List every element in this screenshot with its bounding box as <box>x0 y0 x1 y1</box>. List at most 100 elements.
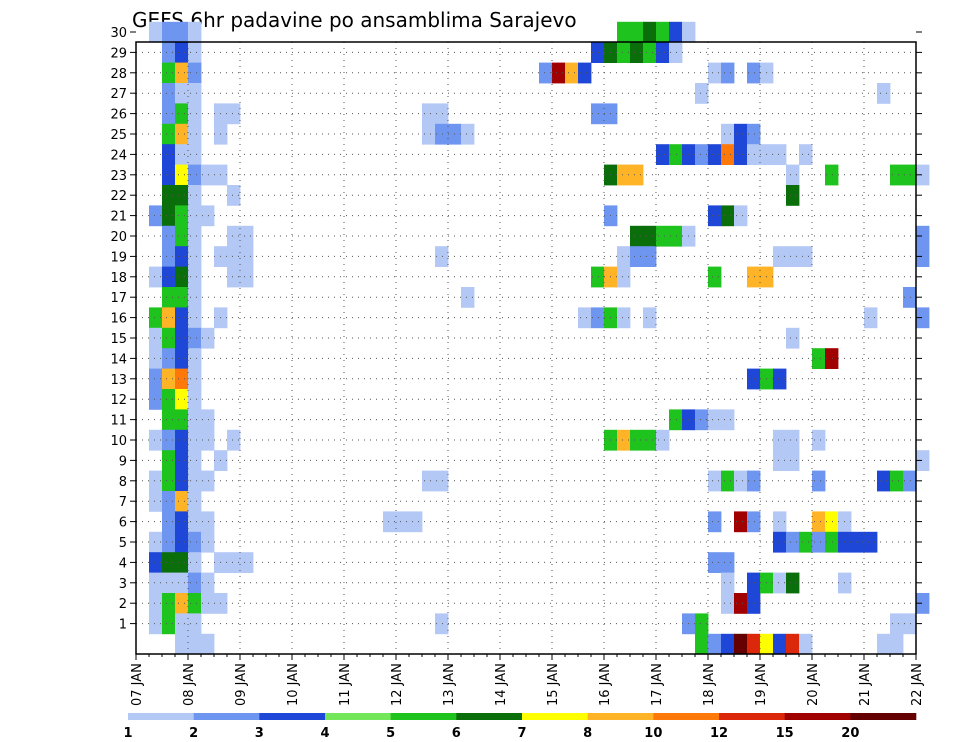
heatmap-cell <box>565 62 579 84</box>
heatmap-cell <box>552 62 566 84</box>
heatmap-cell <box>162 246 176 267</box>
heatmap-cell <box>825 511 839 533</box>
heatmap-cell <box>708 266 722 288</box>
colorbar: 1 2 3 4 5 6 7 8 10 12 15 20 <box>123 713 917 741</box>
heatmap-cell <box>435 103 449 125</box>
y-tick-label: 7 <box>119 495 127 510</box>
colorbar-segment <box>653 713 720 720</box>
heatmap-cell <box>734 633 748 655</box>
heatmap-cell <box>747 470 761 492</box>
heatmap-cell <box>201 593 215 614</box>
heatmap-cell <box>916 450 930 471</box>
heatmap-cell <box>747 62 761 84</box>
heatmap-cell <box>708 62 722 84</box>
heatmap-cell <box>747 368 761 390</box>
heatmap-cell <box>188 552 202 573</box>
heatmap-cell <box>175 511 189 533</box>
colorbar-label: 7 <box>517 726 526 741</box>
heatmap-cell <box>799 633 813 655</box>
heatmap-cell <box>175 613 189 635</box>
heatmap-cell <box>149 470 163 492</box>
x-tick-label: 14 JAN <box>494 663 509 706</box>
heatmap-cell <box>682 21 696 43</box>
y-tick-label: 10 <box>110 434 127 449</box>
heatmap-cell <box>721 144 735 165</box>
heatmap-cell <box>175 572 189 594</box>
heatmap-cell <box>591 307 605 329</box>
heatmap-cell <box>149 205 163 227</box>
heatmap-cell <box>799 246 813 267</box>
heatmap-cell <box>435 470 449 492</box>
heatmap-cell <box>149 348 163 369</box>
heatmap-cell <box>149 593 163 614</box>
heatmap-cell <box>786 450 800 471</box>
heatmap-cell <box>786 531 800 553</box>
x-tick-label: 21 JAN <box>858 663 873 706</box>
heatmap-cell <box>656 42 670 63</box>
heatmap-cell <box>721 205 735 227</box>
heatmap-cell <box>669 144 683 165</box>
heatmap-cell <box>864 531 878 553</box>
colorbar-label: 4 <box>320 726 329 741</box>
heatmap-cell <box>435 613 449 635</box>
heatmap-cell <box>188 327 202 349</box>
heatmap-cell <box>162 327 176 349</box>
colorbar-segment <box>850 713 917 720</box>
plot-frame <box>135 41 917 655</box>
axis-layer: 1234567891011121314151617181920212223242… <box>110 26 925 706</box>
heatmap-cell <box>175 348 189 369</box>
heatmap-cell <box>149 21 163 43</box>
heatmap-cell <box>578 62 592 84</box>
x-tick-label: 09 JAN <box>234 663 249 706</box>
x-tick-label: 12 JAN <box>390 663 405 706</box>
heatmap-cell <box>188 491 202 512</box>
colorbar-segment <box>719 713 785 720</box>
heatmap-cell <box>162 62 176 84</box>
heatmap-cell <box>695 409 709 431</box>
heatmap-cell <box>669 225 683 247</box>
heatmap-cell <box>721 593 735 614</box>
colorbar-segment <box>128 713 194 720</box>
heatmap-cell <box>240 552 254 573</box>
heatmap-cell <box>175 246 189 267</box>
x-tick-label: 10 JAN <box>286 663 301 706</box>
heatmap-cell <box>864 307 878 329</box>
heatmap-cell <box>175 552 189 573</box>
colorbar-label: 10 <box>644 726 662 741</box>
heatmap-cell <box>422 103 436 125</box>
heatmap-cell <box>162 266 176 288</box>
heatmap-cell <box>188 144 202 165</box>
colorbar-label: 3 <box>255 726 264 741</box>
heatmap-cell <box>188 633 202 655</box>
heatmap-cell <box>175 83 189 104</box>
heatmap-cell <box>175 368 189 390</box>
heatmap-cell <box>461 123 475 145</box>
heatmap-cell <box>175 62 189 84</box>
heatmap-cell <box>162 21 176 43</box>
heatmap-cell <box>656 21 670 43</box>
heatmap-cell <box>188 21 202 43</box>
heatmap-cell <box>227 225 241 247</box>
heatmap-cell <box>188 511 202 533</box>
y-tick-label: 8 <box>119 475 127 490</box>
heatmap-cell <box>162 613 176 635</box>
y-tick-label: 6 <box>119 516 127 531</box>
heatmap-cell <box>175 144 189 165</box>
y-tick-label: 21 <box>110 210 127 225</box>
y-tick-label: 12 <box>110 393 127 408</box>
heatmap-cell <box>812 429 826 451</box>
heatmap-cell <box>695 633 709 655</box>
x-tick-label: 19 JAN <box>754 663 769 706</box>
heatmap-cell <box>149 389 163 410</box>
colorbar-segment <box>390 713 457 720</box>
heatmap-cell <box>630 246 644 267</box>
heatmap-cell <box>162 287 176 308</box>
heatmap-cell <box>162 389 176 410</box>
colorbar-segment <box>522 713 588 720</box>
y-tick-label: 30 <box>110 26 127 41</box>
heatmap-cell <box>201 531 215 553</box>
heatmap-cell <box>188 205 202 227</box>
heatmap-cell <box>721 62 735 84</box>
heatmap-cell <box>188 287 202 308</box>
colorbar-label: 5 <box>386 726 395 741</box>
